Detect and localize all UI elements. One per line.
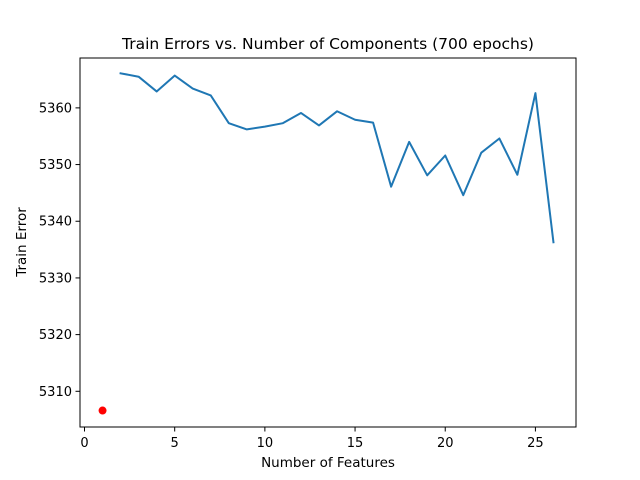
x-tick-label: 20 bbox=[437, 436, 454, 451]
x-tick-label: 5 bbox=[171, 436, 179, 451]
x-tick-label: 0 bbox=[80, 436, 88, 451]
x-tick-label: 25 bbox=[527, 436, 544, 451]
chart-title: Train Errors vs. Number of Components (7… bbox=[121, 35, 534, 53]
y-tick-label: 5360 bbox=[39, 101, 72, 116]
x-axis-label: Number of Features bbox=[261, 455, 395, 471]
y-tick-label: 5350 bbox=[39, 158, 72, 173]
plot-frame bbox=[79, 57, 577, 428]
y-tick-label: 5320 bbox=[39, 328, 72, 343]
y-tick-label: 5340 bbox=[39, 215, 72, 230]
y-axis-label: Train Error bbox=[14, 207, 30, 278]
y-axis-ticks: 5310 5320 5330 5340 5350 5360 bbox=[39, 101, 80, 400]
x-tick-label: 15 bbox=[347, 436, 364, 451]
plot-area bbox=[79, 57, 577, 428]
y-tick-label: 5330 bbox=[39, 271, 72, 286]
x-axis-ticks: 0 5 10 15 20 25 bbox=[80, 427, 544, 451]
highlight-point bbox=[98, 406, 107, 415]
x-tick-label: 10 bbox=[257, 436, 274, 451]
series-line-0 bbox=[119, 72, 555, 244]
y-tick-label: 5310 bbox=[39, 385, 72, 400]
